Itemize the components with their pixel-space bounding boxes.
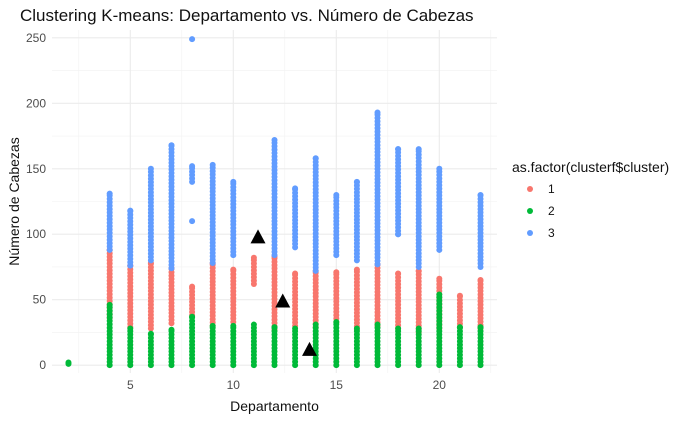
- y-tick-label: 200: [26, 96, 46, 110]
- data-point-cluster-1: [292, 270, 299, 277]
- data-point-cluster-1: [477, 277, 484, 284]
- data-point-cluster-1: [230, 266, 237, 273]
- data-point-cluster-3: [127, 207, 134, 214]
- data-point-cluster-2: [333, 318, 340, 325]
- legend-key-3: [527, 230, 533, 236]
- data-point-cluster-2: [106, 301, 113, 308]
- data-point-cluster-3: [353, 178, 360, 185]
- data-point-cluster-3: [312, 155, 319, 162]
- cluster-centroids: [250, 229, 318, 356]
- y-tick-label: 50: [33, 293, 47, 307]
- data-point-cluster-3: [415, 146, 422, 153]
- data-point-cluster-1: [250, 254, 257, 261]
- y-tick-label: 250: [26, 31, 46, 45]
- data-point-cluster-1: [436, 275, 443, 282]
- data-point-cluster-3: [477, 191, 484, 198]
- centroid-marker: [275, 293, 291, 308]
- data-point-cluster-2: [147, 330, 154, 337]
- chart-title: Clustering K-means: Departamento vs. Núm…: [20, 6, 474, 25]
- data-point-cluster-3: [209, 161, 216, 168]
- data-point-cluster-3: [189, 218, 196, 225]
- legend: as.factor(clusterf$cluster) 1 2 3: [512, 159, 669, 240]
- legend-title: as.factor(clusterf$cluster): [512, 159, 669, 175]
- data-point-cluster-2: [230, 322, 237, 329]
- legend-key-2: [527, 208, 533, 214]
- data-point-cluster-3: [374, 109, 381, 116]
- data-point-cluster-3: [189, 36, 196, 43]
- x-tick-label: 15: [330, 378, 344, 392]
- data-point-cluster-3: [271, 136, 278, 143]
- data-point-cluster-1: [395, 270, 402, 277]
- data-point-cluster-2: [477, 324, 484, 331]
- data-point-cluster-2: [127, 325, 134, 332]
- data-point-cluster-2: [189, 313, 196, 320]
- data-point-cluster-2: [65, 359, 72, 366]
- data-point-cluster-2: [456, 324, 463, 331]
- data-point-cluster-2: [312, 321, 319, 328]
- data-point-cluster-3: [395, 231, 402, 238]
- centroid-marker: [302, 341, 318, 356]
- legend-label: 3: [548, 226, 555, 240]
- data-point-cluster-2: [395, 325, 402, 332]
- data-point-cluster-3: [230, 178, 237, 185]
- data-point-cluster-2: [292, 325, 299, 332]
- data-point-cluster-1: [456, 292, 463, 299]
- y-axis-title: Número de Cabezas: [6, 137, 22, 265]
- data-points: [65, 36, 484, 369]
- x-tick-label: 10: [227, 378, 241, 392]
- data-point-cluster-3: [292, 185, 299, 192]
- data-point-cluster-1: [189, 283, 196, 290]
- y-tick-label: 0: [39, 358, 46, 372]
- x-tick-label: 5: [127, 378, 134, 392]
- data-point-cluster-2: [271, 324, 278, 331]
- data-point-cluster-2: [250, 321, 257, 328]
- data-point-cluster-2: [353, 325, 360, 332]
- data-point-cluster-3: [395, 146, 402, 153]
- data-point-cluster-3: [189, 163, 196, 170]
- x-axis-title: Departamento: [230, 398, 319, 414]
- data-point-cluster-2: [209, 322, 216, 329]
- y-tick-label: 100: [26, 227, 46, 241]
- x-tick-label: 20: [433, 378, 447, 392]
- legend-label: 1: [548, 182, 555, 196]
- y-tick-label: 150: [26, 162, 46, 176]
- data-point-cluster-2: [374, 321, 381, 328]
- legend-label: 2: [548, 204, 555, 218]
- data-point-cluster-3: [168, 142, 175, 149]
- data-point-cluster-2: [436, 291, 443, 298]
- centroid-marker: [250, 229, 266, 244]
- data-point-cluster-1: [353, 266, 360, 273]
- data-point-cluster-3: [147, 165, 154, 172]
- data-point-cluster-3: [333, 191, 340, 198]
- data-point-cluster-3: [106, 190, 113, 197]
- data-point-cluster-1: [333, 269, 340, 276]
- legend-key-1: [527, 186, 533, 192]
- data-point-cluster-3: [436, 165, 443, 172]
- data-point-cluster-2: [415, 325, 422, 332]
- data-point-cluster-2: [168, 326, 175, 333]
